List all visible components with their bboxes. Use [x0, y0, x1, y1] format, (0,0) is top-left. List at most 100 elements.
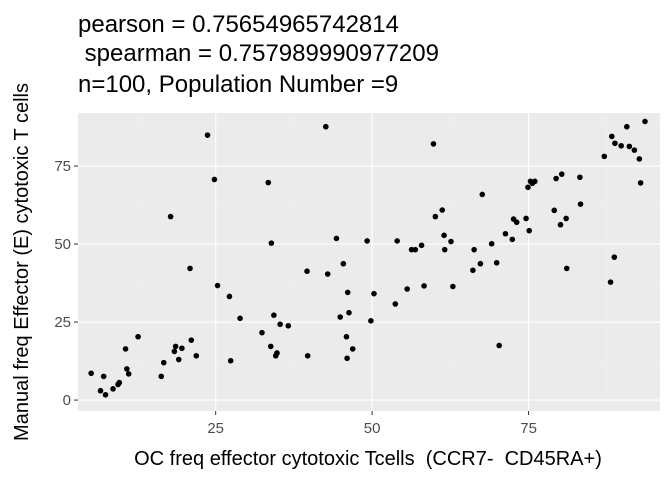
data-point [274, 350, 280, 356]
data-point [525, 184, 531, 191]
data-point [553, 175, 559, 182]
data-point [304, 268, 310, 275]
data-point [493, 259, 500, 266]
data-point [167, 213, 174, 220]
data-point [439, 207, 446, 213]
data-point [122, 346, 129, 352]
data-point [509, 236, 516, 243]
data-point [204, 132, 211, 138]
data-point [532, 178, 538, 185]
data-point [631, 147, 638, 153]
data-point [526, 227, 533, 234]
data-point [404, 286, 410, 292]
data-point [271, 312, 277, 319]
y-tick-label: 0 [63, 392, 71, 409]
data-point [171, 348, 178, 355]
axes: 25 50 75 0 25 50 75 [54, 158, 537, 437]
data-point [488, 240, 495, 247]
data-point [267, 343, 274, 350]
data-point [450, 283, 456, 290]
data-point [193, 352, 200, 359]
data-point [333, 235, 340, 242]
data-point [323, 123, 329, 130]
data-point [477, 260, 484, 267]
data-point [392, 301, 399, 307]
data-point [496, 342, 502, 349]
data-point [577, 174, 583, 181]
data-point [626, 143, 633, 150]
data-point [227, 357, 234, 364]
data-point [337, 314, 344, 320]
data-point [349, 346, 356, 352]
data-point [214, 282, 221, 289]
data-point [418, 242, 425, 249]
data-point [609, 133, 615, 140]
data-point [226, 293, 233, 300]
data-point [368, 318, 374, 324]
data-point [102, 391, 109, 398]
data-point [158, 373, 165, 380]
data-point [371, 290, 377, 297]
data-point [513, 219, 520, 226]
data-point [563, 215, 569, 222]
data-point [187, 265, 193, 272]
data-point [412, 246, 419, 253]
data-point [612, 140, 618, 147]
data-point [285, 323, 292, 329]
data-point [601, 153, 608, 160]
title-line-sample-size: n=100, Population Number =9 [78, 71, 398, 98]
title-line-spearman: spearman = 0.757989990977209 [78, 40, 439, 67]
data-point [125, 371, 132, 377]
data-points [88, 118, 648, 398]
data-point [502, 230, 509, 237]
data-point [551, 207, 558, 214]
data-point [558, 171, 565, 177]
y-axis-title: Manual freq Effector (E) cytotoxic T cel… [11, 83, 33, 441]
x-tick-label: 75 [520, 420, 537, 437]
data-point [611, 254, 618, 260]
data-point [364, 238, 370, 244]
data-point [124, 366, 130, 372]
data-point [277, 321, 283, 328]
x-axis-title: OC freq effector cytotoxic Tcells (CCR7-… [134, 448, 602, 470]
data-point [135, 333, 141, 340]
data-point [421, 283, 427, 289]
data-point [172, 343, 179, 350]
data-point [479, 191, 486, 198]
data-point [340, 260, 347, 267]
data-point [470, 267, 476, 274]
data-point [175, 356, 182, 363]
x-tick-label: 50 [364, 420, 381, 437]
data-point [97, 387, 104, 394]
title-line-pearson: pearson = 0.75654965742814 [78, 11, 399, 38]
data-point [268, 240, 275, 246]
data-point [523, 215, 529, 222]
data-point [343, 333, 350, 340]
data-point [471, 246, 477, 253]
data-point [577, 201, 584, 207]
plot-panel [78, 113, 660, 411]
data-point [259, 329, 265, 336]
y-tick-label: 25 [54, 314, 71, 331]
data-point [160, 359, 167, 366]
data-point [100, 373, 107, 380]
data-point [116, 379, 123, 386]
data-point [448, 238, 454, 245]
data-point [637, 180, 644, 186]
data-point [265, 179, 272, 186]
y-tick-label: 50 [54, 236, 71, 253]
data-point [188, 337, 195, 343]
data-point [441, 232, 447, 239]
y-tick-label: 75 [54, 158, 71, 175]
data-point [441, 246, 448, 253]
data-point [237, 315, 243, 322]
data-point [344, 355, 350, 362]
data-point [557, 221, 564, 228]
x-tick-label: 25 [207, 420, 224, 437]
data-point [346, 309, 352, 316]
data-point [432, 213, 439, 220]
data-point [624, 123, 630, 130]
data-point [618, 142, 624, 149]
data-point [179, 345, 185, 352]
